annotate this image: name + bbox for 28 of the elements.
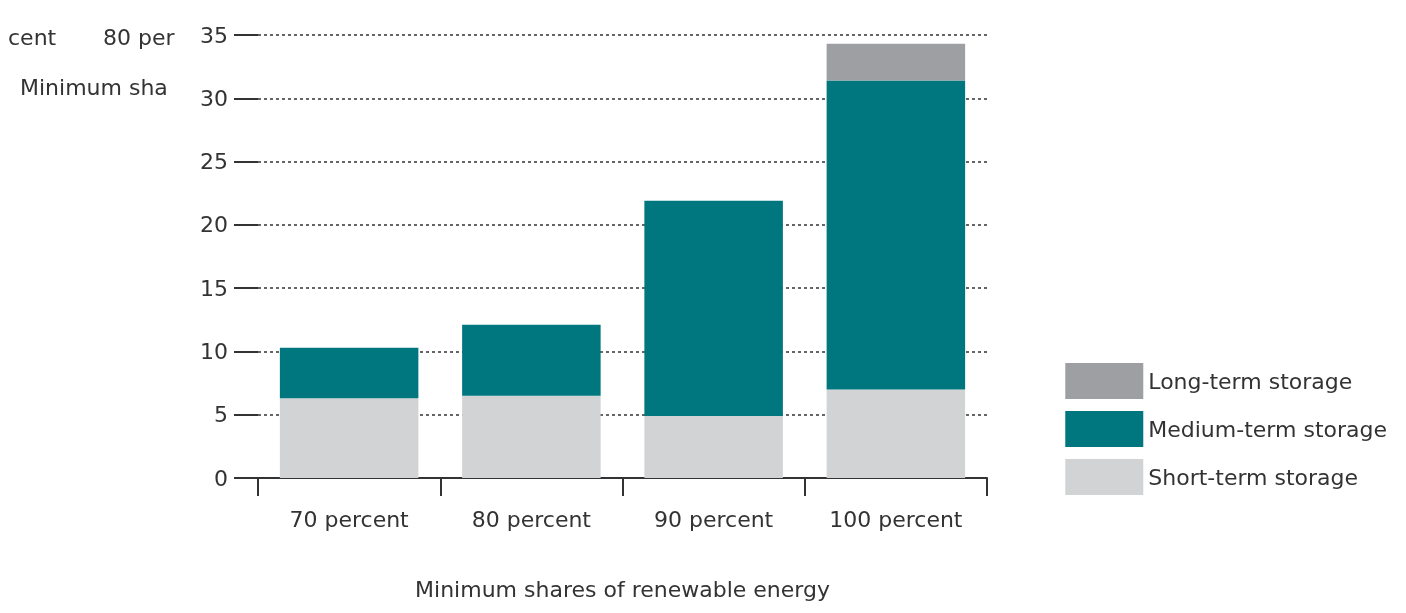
x-tick-label: 80 percent (471, 506, 592, 532)
bar (826, 43, 966, 81)
text: 80 per (103, 24, 176, 50)
x-axis-title: Minimum shares of renewable energy (415, 576, 830, 602)
bar (826, 80, 966, 390)
bar (644, 200, 783, 416)
y-tick-label: 5 (214, 402, 228, 428)
legend-label: Long-term storage (1148, 368, 1353, 394)
y-tick-label: 0 (214, 465, 228, 491)
legend-label: Medium-term storage (1148, 416, 1388, 442)
y-tick-label: 10 (200, 338, 228, 364)
y-tick-label: 35 (200, 22, 228, 48)
legend-label: Short-term storage (1148, 464, 1359, 490)
y-tick-label: 25 (200, 149, 228, 175)
bar (462, 395, 601, 478)
bar (462, 324, 601, 396)
y-tick-label: 30 (200, 85, 228, 111)
y-tick-label: 20 (200, 212, 228, 238)
text: cent (8, 24, 57, 50)
bar (279, 398, 419, 478)
bar (279, 347, 419, 399)
x-tick-label: 100 percent (829, 506, 963, 532)
x-tick-label: 90 percent (654, 506, 774, 532)
x-tick-label: 70 percent (289, 506, 410, 532)
text: Minimum sha (20, 74, 168, 100)
bar (644, 415, 783, 478)
y-tick-label: 15 (200, 275, 228, 301)
bar (826, 389, 966, 478)
